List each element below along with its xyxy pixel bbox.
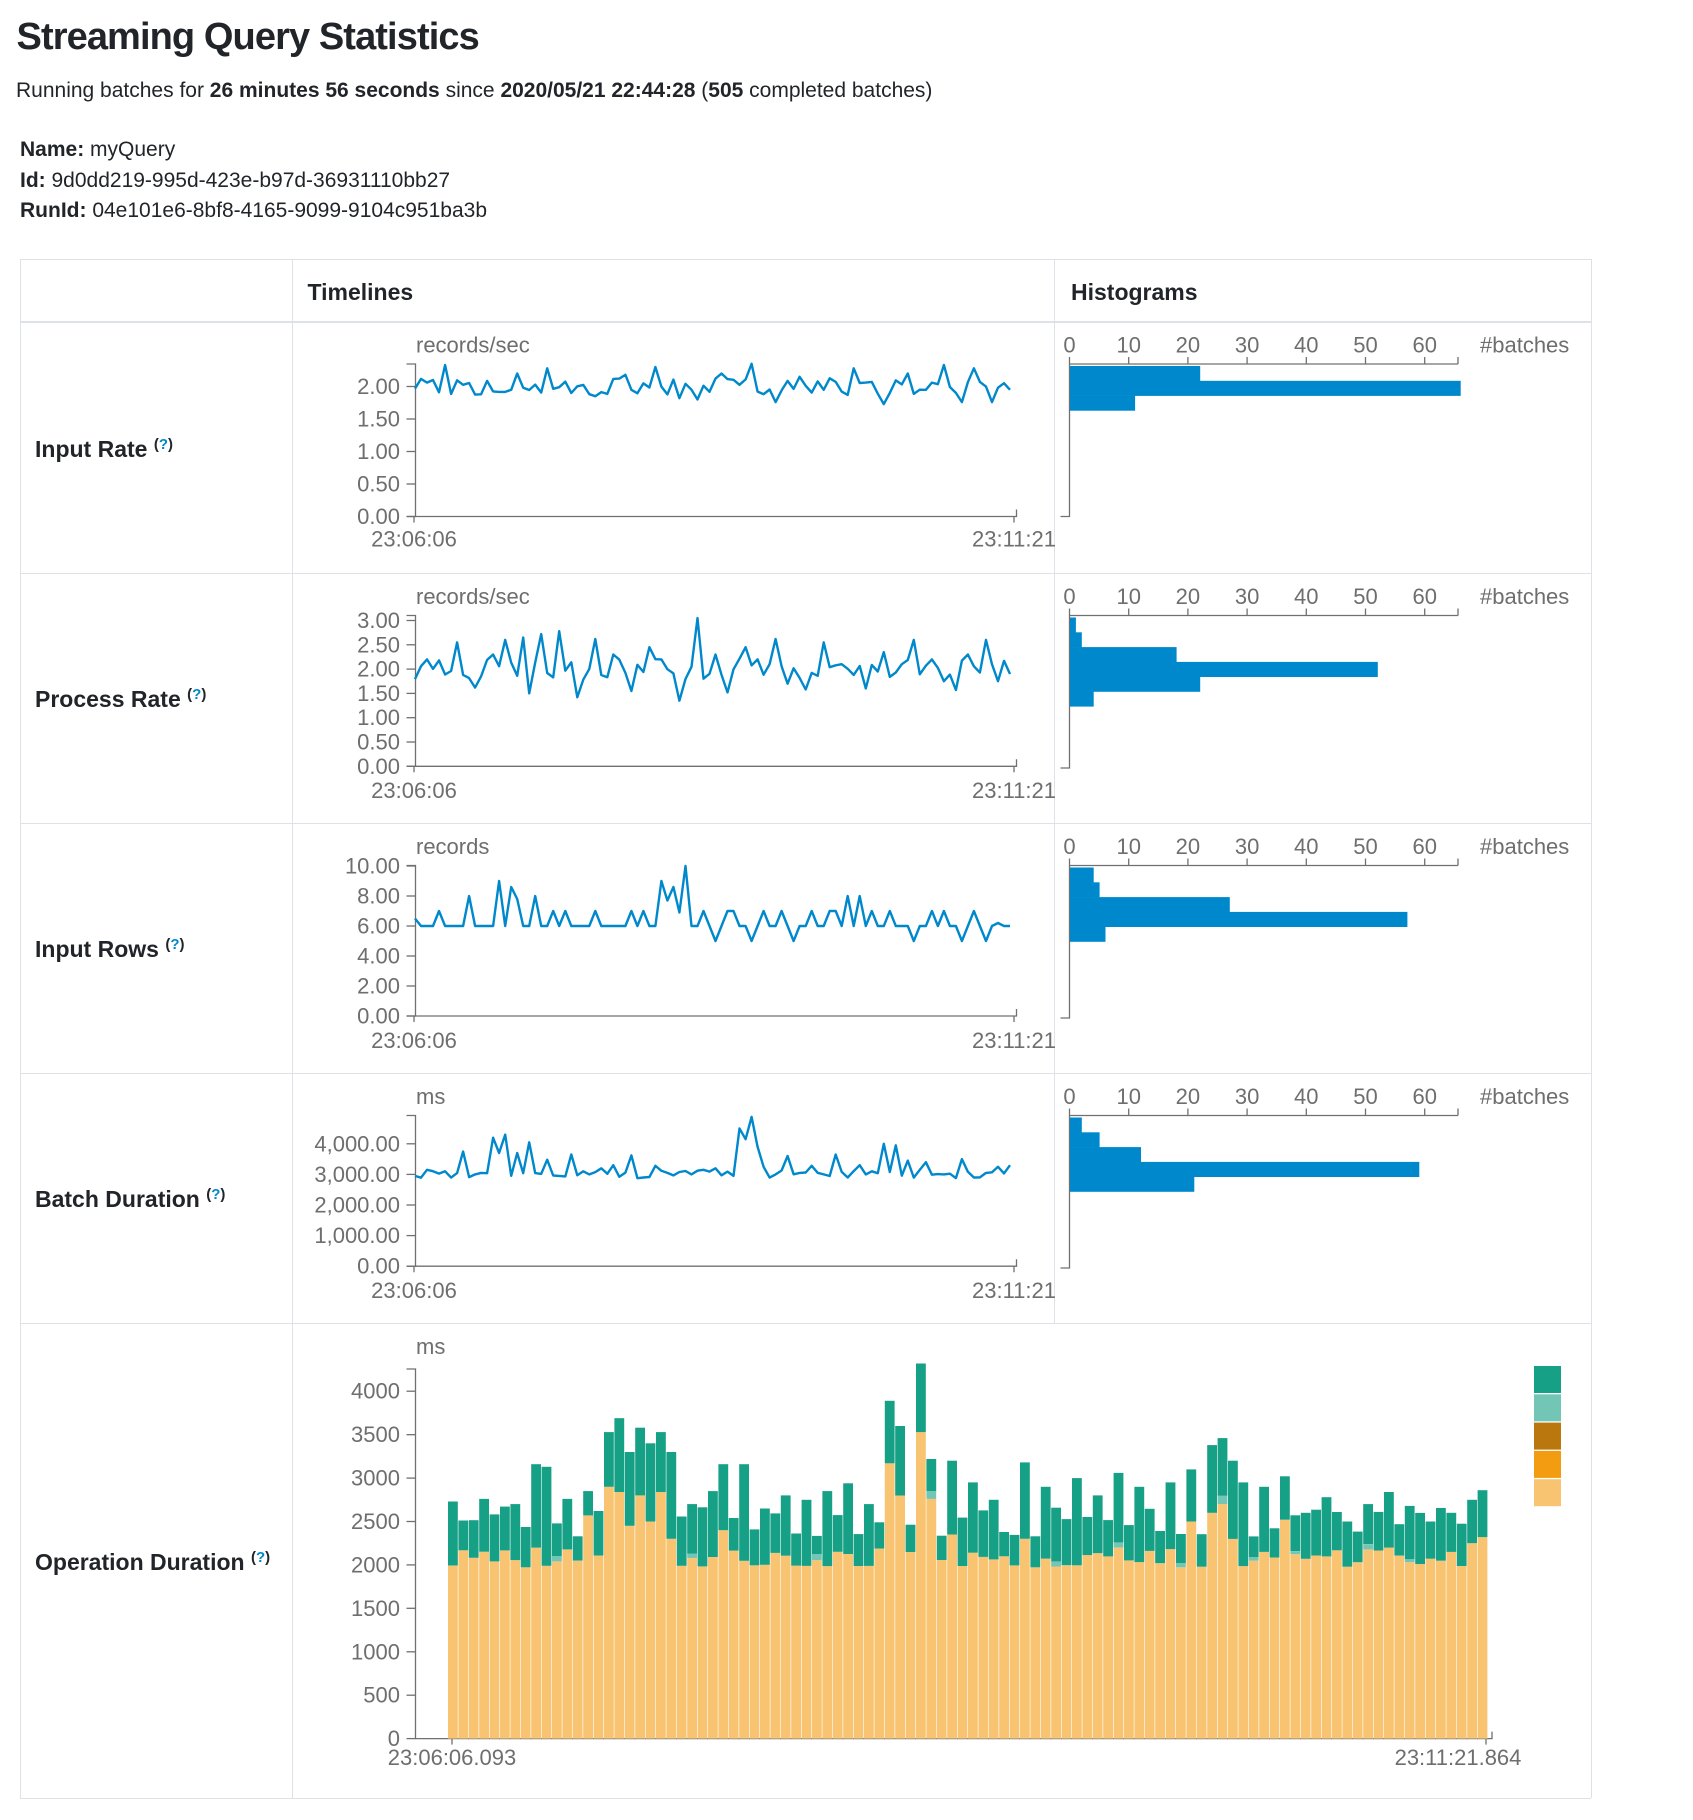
svg-text:0: 0	[1063, 1084, 1075, 1109]
svg-text:10: 10	[1116, 333, 1140, 358]
svg-text:30: 30	[1235, 333, 1259, 358]
svg-text:1.50: 1.50	[357, 407, 400, 432]
svg-text:60: 60	[1412, 584, 1436, 609]
svg-text:1.50: 1.50	[357, 681, 400, 706]
svg-text:2,000.00: 2,000.00	[314, 1193, 400, 1218]
svg-text:23:06:06: 23:06:06	[371, 1028, 457, 1053]
svg-text:50: 50	[1353, 1084, 1377, 1109]
svg-text:#batches: #batches	[1480, 333, 1569, 358]
svg-text:2.00: 2.00	[357, 657, 400, 682]
svg-text:4.00: 4.00	[357, 944, 400, 969]
svg-text:2000: 2000	[351, 1552, 400, 1577]
svg-text:1.00: 1.00	[357, 705, 400, 730]
svg-text:30: 30	[1235, 584, 1259, 609]
svg-text:50: 50	[1353, 333, 1377, 358]
svg-text:23:11:21: 23:11:21	[972, 527, 1056, 552]
svg-text:0: 0	[1063, 584, 1075, 609]
svg-text:20: 20	[1176, 333, 1200, 358]
svg-text:0: 0	[388, 1726, 400, 1751]
svg-text:0.50: 0.50	[357, 730, 400, 755]
svg-text:0.00: 0.00	[357, 754, 400, 779]
svg-text:0: 0	[1063, 333, 1075, 358]
svg-text:23:06:06: 23:06:06	[371, 778, 457, 803]
svg-text:20: 20	[1176, 584, 1200, 609]
svg-text:23:06:06: 23:06:06	[371, 527, 457, 552]
svg-text:10: 10	[1116, 584, 1140, 609]
svg-text:0.00: 0.00	[357, 1004, 400, 1029]
svg-text:0.00: 0.00	[357, 504, 400, 529]
svg-text:23:11:21.864: 23:11:21.864	[1395, 1745, 1522, 1770]
svg-text:23:11:21: 23:11:21	[972, 1278, 1056, 1303]
svg-text:2.00: 2.00	[357, 974, 400, 999]
svg-text:30: 30	[1235, 834, 1259, 859]
svg-text:6.00: 6.00	[357, 914, 400, 939]
svg-text:ms: ms	[416, 1084, 445, 1109]
svg-text:0.50: 0.50	[357, 472, 400, 497]
svg-text:1500: 1500	[351, 1596, 400, 1621]
svg-text:23:11:21: 23:11:21	[972, 778, 1056, 803]
svg-text:4,000.00: 4,000.00	[314, 1131, 400, 1156]
svg-text:records: records	[416, 834, 489, 859]
svg-text:#batches: #batches	[1480, 584, 1569, 609]
svg-text:1.00: 1.00	[357, 439, 400, 464]
svg-text:23:06:06.093: 23:06:06.093	[388, 1745, 516, 1770]
svg-text:50: 50	[1353, 584, 1377, 609]
svg-text:3500: 3500	[351, 1422, 400, 1447]
svg-text:#batches: #batches	[1480, 834, 1569, 859]
svg-text:23:11:21: 23:11:21	[972, 1028, 1056, 1053]
svg-text:60: 60	[1412, 1084, 1436, 1109]
svg-text:10: 10	[1116, 1084, 1140, 1109]
svg-text:40: 40	[1294, 584, 1318, 609]
svg-text:ms: ms	[416, 1334, 445, 1359]
svg-text:20: 20	[1176, 1084, 1200, 1109]
svg-text:40: 40	[1294, 333, 1318, 358]
svg-text:30: 30	[1235, 1084, 1259, 1109]
svg-text:40: 40	[1294, 834, 1318, 859]
svg-text:50: 50	[1353, 834, 1377, 859]
svg-text:2500: 2500	[351, 1509, 400, 1534]
svg-text:40: 40	[1294, 1084, 1318, 1109]
svg-text:records/sec: records/sec	[416, 333, 530, 358]
svg-text:60: 60	[1412, 333, 1436, 358]
svg-text:0.00: 0.00	[357, 1254, 400, 1279]
svg-text:500: 500	[363, 1683, 400, 1708]
svg-text:2.50: 2.50	[357, 632, 400, 657]
svg-text:10.00: 10.00	[345, 854, 400, 879]
svg-text:2.00: 2.00	[357, 374, 400, 399]
svg-text:3000: 3000	[351, 1466, 400, 1491]
svg-text:1,000.00: 1,000.00	[314, 1223, 400, 1248]
svg-text:4000: 4000	[351, 1379, 400, 1404]
svg-text:60: 60	[1412, 834, 1436, 859]
svg-text:10: 10	[1116, 834, 1140, 859]
svg-text:0: 0	[1063, 834, 1075, 859]
svg-text:records/sec: records/sec	[416, 584, 530, 609]
svg-text:1000: 1000	[351, 1639, 400, 1664]
svg-text:8.00: 8.00	[357, 884, 400, 909]
svg-text:20: 20	[1176, 834, 1200, 859]
svg-text:3,000.00: 3,000.00	[314, 1162, 400, 1187]
svg-text:23:06:06: 23:06:06	[371, 1278, 457, 1303]
svg-text:#batches: #batches	[1480, 1084, 1569, 1109]
svg-text:3.00: 3.00	[357, 608, 400, 633]
